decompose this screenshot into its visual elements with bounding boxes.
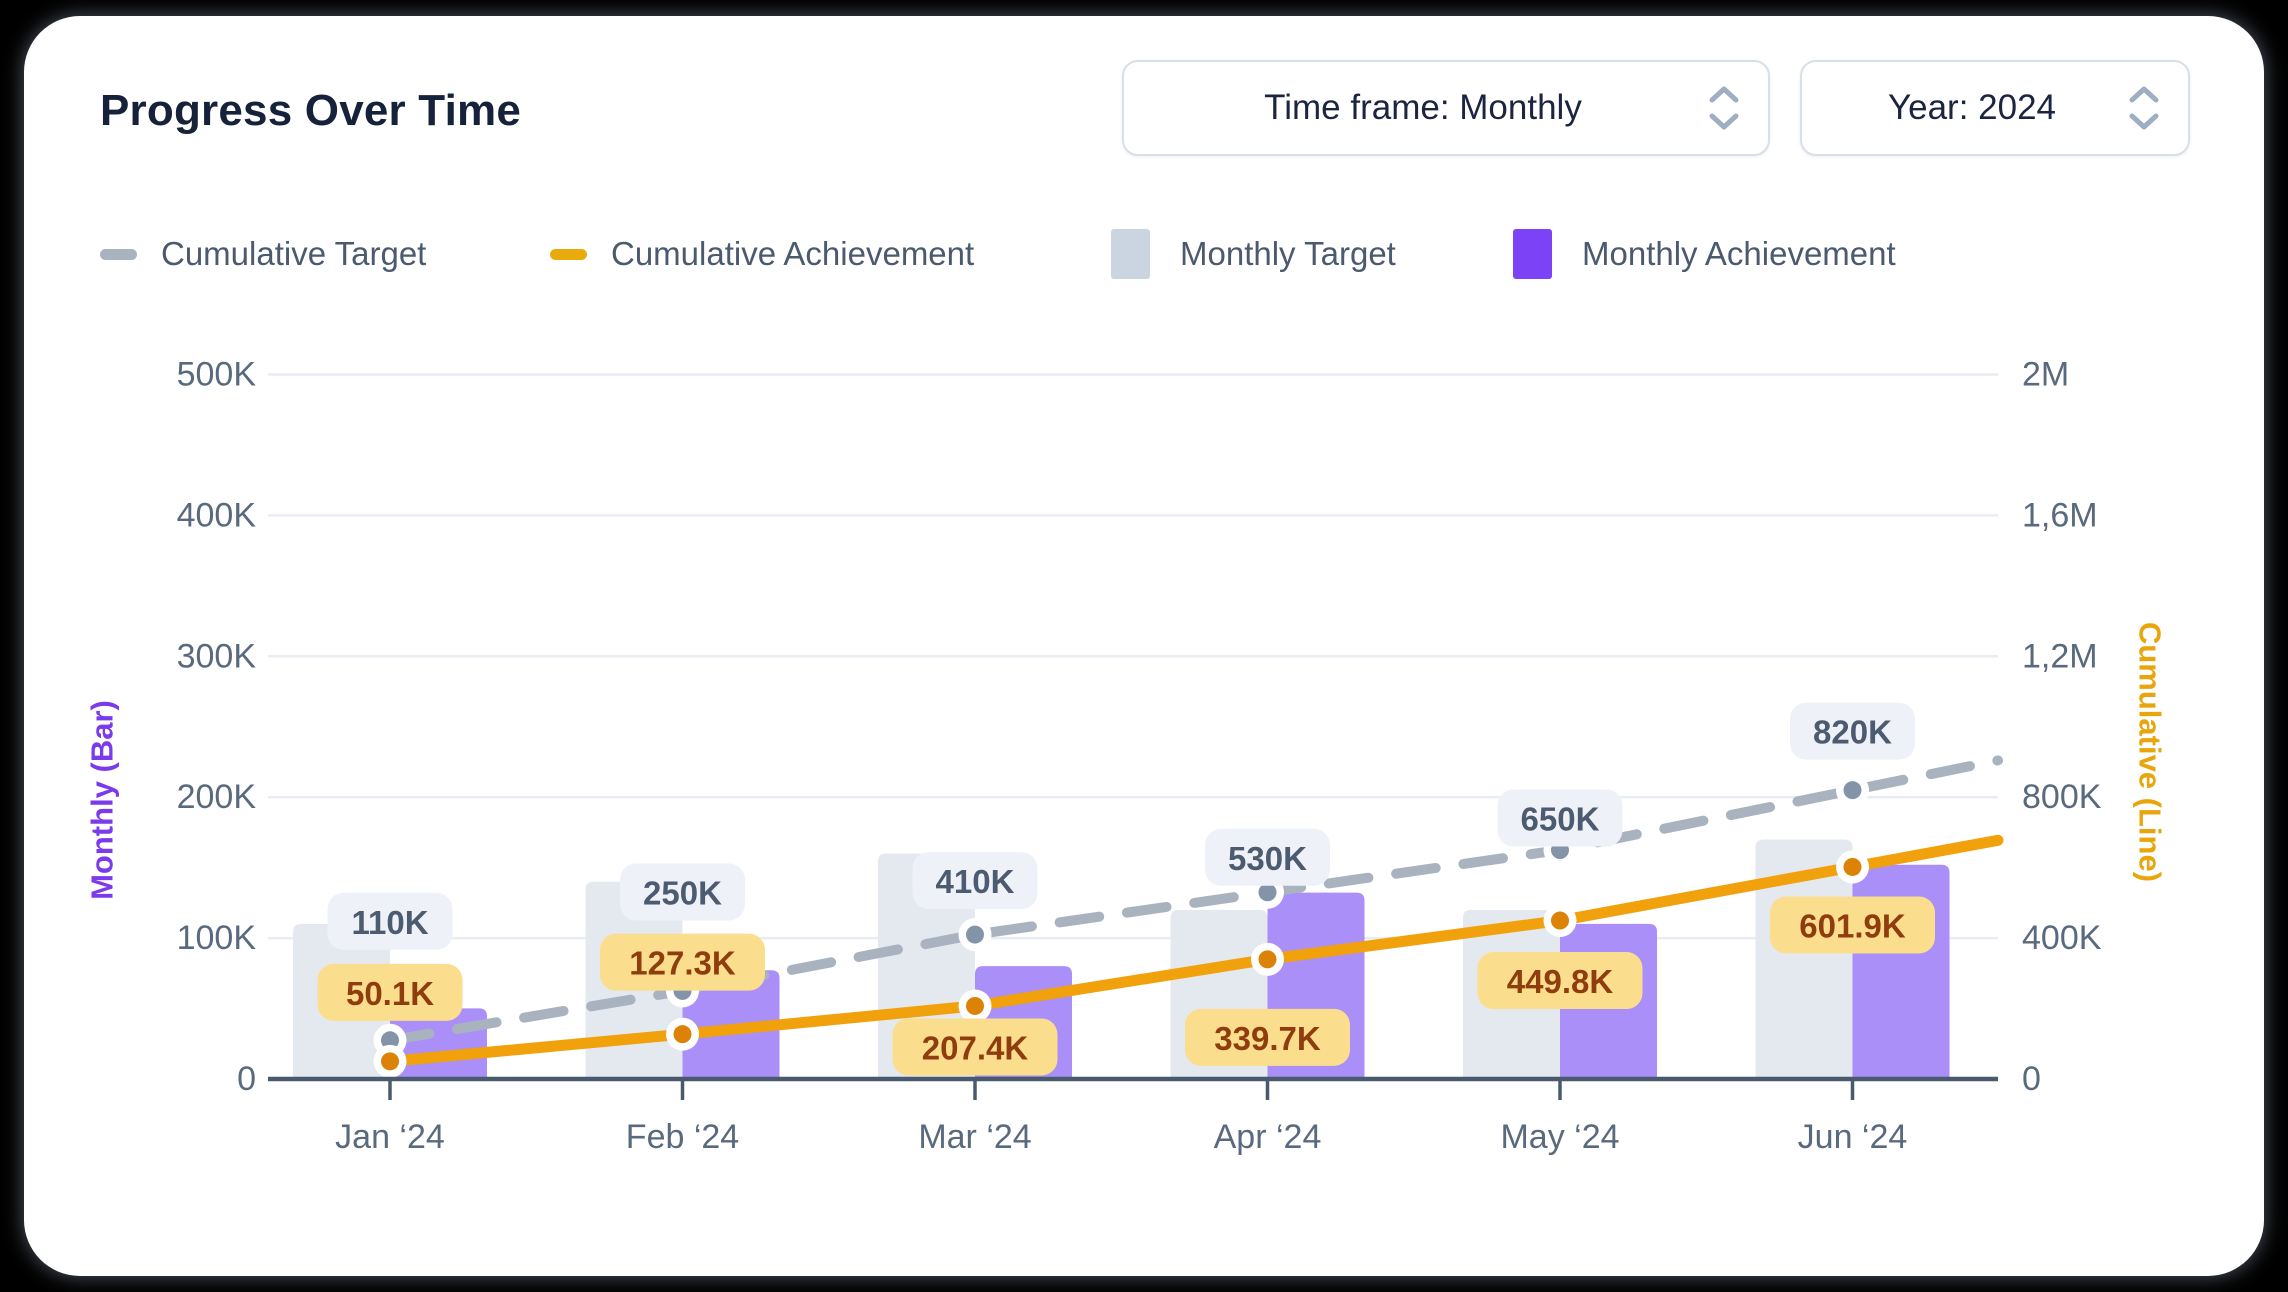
cumulative-achievement-value-6-pill bbox=[1770, 896, 1935, 954]
cumulative-achievement-value-2-pill bbox=[600, 933, 765, 991]
x-axis-label: Jun ‘24 bbox=[1798, 1118, 1908, 1156]
cumulative-achievement-value-4-label: 339.7K bbox=[1214, 1020, 1321, 1057]
cumulative-target-value-1-pill bbox=[327, 892, 453, 950]
cumulative-target-value-3-label: 410K bbox=[936, 863, 1015, 900]
bar-swatch-icon bbox=[1111, 229, 1150, 279]
legend-item-cumulative-target: Cumulative Target bbox=[100, 228, 426, 280]
point-cumulative-achievement-1 bbox=[381, 1052, 399, 1071]
cumulative-achievement-value-6-label: 601.9K bbox=[1799, 907, 1906, 944]
x-axis-label: Mar ‘24 bbox=[918, 1118, 1031, 1156]
year-dropdown[interactable]: Year: 2024 bbox=[1800, 60, 2190, 156]
left-axis-tick-label: 100K bbox=[177, 919, 257, 957]
cumulative-target-value-4-pill bbox=[1205, 828, 1330, 886]
cumulative-achievement-value-4-pill bbox=[1185, 1008, 1350, 1066]
point-cumulative-achievement-6 bbox=[1843, 857, 1862, 876]
bar-swatch-icon bbox=[1513, 229, 1552, 279]
dash-swatch-icon bbox=[550, 248, 587, 260]
cumulative-achievement-value-2-label: 127.3K bbox=[629, 945, 736, 982]
cumulative-achievement-value-5-pill bbox=[1477, 952, 1643, 1010]
x-axis-label: Jan ‘24 bbox=[335, 1118, 445, 1156]
left-axis-tick-label: 0 bbox=[237, 1060, 256, 1098]
page-title: Progress Over Time bbox=[100, 86, 521, 135]
dash-swatch-icon bbox=[100, 248, 137, 260]
cumulative-target-value-6-label: 820K bbox=[1813, 714, 1892, 751]
point-cumulative-target-1 bbox=[381, 1031, 399, 1050]
timeframe-dropdown[interactable]: Time frame: Monthly bbox=[1122, 60, 1770, 156]
legend-item-monthly-achievement: Monthly Achievement bbox=[1513, 228, 1896, 280]
cumulative-target-value-3-pill bbox=[912, 852, 1038, 910]
legend-label: Monthly Target bbox=[1180, 235, 1396, 272]
cumulative-achievement-value-5-label: 449.8K bbox=[1507, 963, 1614, 1000]
chart-legend: Cumulative Target Cumulative Achievement… bbox=[0, 228, 2288, 280]
point-cumulative-target-6 bbox=[1843, 781, 1862, 800]
cumulative-target-value-2-pill bbox=[620, 863, 745, 921]
cumulative-target-value-1-label: 110K bbox=[351, 904, 428, 941]
right-axis-tick-label: 0 bbox=[2022, 1060, 2041, 1098]
legend-label: Cumulative Target bbox=[161, 235, 427, 272]
cumulative-achievement-value-3-pill bbox=[892, 1018, 1058, 1076]
chevron-up-down-icon bbox=[1709, 86, 1739, 130]
point-cumulative-achievement-2 bbox=[673, 1025, 692, 1044]
left-axis-tick-label: 300K bbox=[177, 637, 257, 675]
right-axis-tick-label: 400K bbox=[2022, 919, 2102, 957]
left-axis-title: Monthly (Bar) bbox=[85, 700, 120, 900]
legend-item-monthly-target: Monthly Target bbox=[1111, 228, 1396, 280]
cumulative-achievement-value-3-label: 207.4K bbox=[922, 1029, 1029, 1066]
cumulative-target-value-5-label: 650K bbox=[1521, 801, 1600, 838]
left-axis-tick-label: 400K bbox=[177, 496, 257, 534]
left-axis-tick-label: 500K bbox=[177, 356, 257, 394]
left-axis-tick-label: 200K bbox=[177, 778, 257, 816]
point-cumulative-achievement-3 bbox=[966, 996, 984, 1015]
legend-label: Monthly Achievement bbox=[1582, 235, 1896, 272]
cumulative-target-value-5-pill bbox=[1497, 789, 1623, 847]
point-cumulative-target-4 bbox=[1258, 883, 1277, 902]
timeframe-dropdown-label: Time frame: Monthly bbox=[1264, 88, 1582, 127]
cumulative-target-value-2-label: 250K bbox=[643, 874, 722, 911]
right-axis-title: Cumulative (Line) bbox=[2133, 622, 2168, 882]
legend-item-cumulative-achievement: Cumulative Achievement bbox=[550, 228, 974, 280]
right-axis-tick-label: 800K bbox=[2022, 778, 2102, 816]
point-cumulative-achievement-4 bbox=[1258, 950, 1277, 969]
cumulative-target-value-6-pill bbox=[1790, 702, 1915, 760]
x-axis-label: May ‘24 bbox=[1500, 1118, 1619, 1156]
chevron-up-down-icon bbox=[2129, 86, 2159, 130]
cumulative-achievement-value-1-label: 50.1K bbox=[346, 975, 434, 1012]
cumulative-target-value-4-label: 530K bbox=[1228, 840, 1307, 877]
right-axis-tick-label: 1,6M bbox=[2022, 496, 2098, 534]
point-cumulative-achievement-5 bbox=[1551, 911, 1569, 930]
right-axis-tick-label: 2M bbox=[2022, 356, 2069, 394]
year-dropdown-label: Year: 2024 bbox=[1887, 88, 2057, 127]
x-axis-label: Feb ‘24 bbox=[626, 1118, 739, 1156]
cumulative-achievement-value-1-pill bbox=[317, 963, 463, 1021]
point-cumulative-target-3 bbox=[966, 925, 984, 944]
legend-label: Cumulative Achievement bbox=[611, 235, 975, 272]
x-axis-label: Apr ‘24 bbox=[1214, 1118, 1322, 1156]
right-axis-tick-label: 1,2M bbox=[2022, 637, 2098, 675]
